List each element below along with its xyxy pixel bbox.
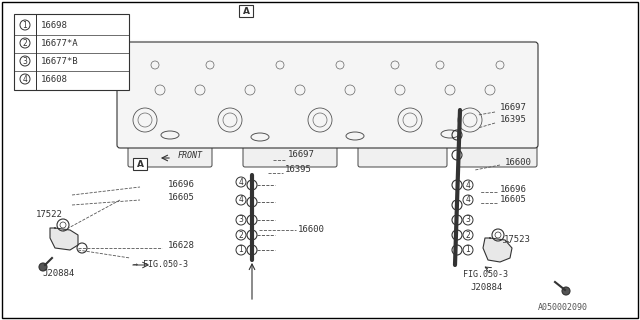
Text: 16628: 16628 [168, 241, 195, 250]
Text: 16677*A: 16677*A [41, 38, 79, 47]
FancyBboxPatch shape [243, 135, 337, 167]
Text: 16395: 16395 [500, 115, 527, 124]
Text: A: A [136, 159, 143, 169]
Text: 1: 1 [22, 20, 28, 29]
Text: 16697: 16697 [288, 150, 315, 159]
Text: 2: 2 [22, 38, 28, 47]
Text: 4: 4 [465, 196, 470, 204]
FancyBboxPatch shape [128, 135, 212, 167]
Bar [14, 14, 129, 90]
FancyBboxPatch shape [117, 42, 538, 148]
Text: 16608: 16608 [41, 75, 68, 84]
Text: 16600: 16600 [505, 158, 532, 167]
Text: 1: 1 [466, 245, 470, 254]
Text: 3: 3 [465, 215, 470, 225]
Text: FRONT: FRONT [178, 151, 203, 160]
Text: FIG.050-3: FIG.050-3 [463, 270, 508, 279]
Bar [239, 5, 253, 17]
Text: 16697: 16697 [500, 103, 527, 112]
Text: 16698: 16698 [41, 20, 68, 29]
Text: 2: 2 [466, 230, 470, 239]
Text: 17523: 17523 [504, 235, 531, 244]
Text: A: A [243, 6, 250, 15]
Bar [133, 158, 147, 170]
Text: 4: 4 [239, 196, 243, 204]
Text: 16605: 16605 [168, 193, 195, 202]
Circle shape [39, 263, 47, 271]
FancyBboxPatch shape [358, 135, 447, 167]
Text: 4: 4 [22, 75, 28, 84]
Text: 16605: 16605 [500, 195, 527, 204]
Text: 17522: 17522 [36, 210, 63, 219]
Text: 1: 1 [239, 245, 243, 254]
Text: 16696: 16696 [168, 180, 195, 189]
Text: 16600: 16600 [298, 225, 325, 234]
Text: 16696: 16696 [500, 185, 527, 194]
Text: 16395: 16395 [285, 165, 312, 174]
Text: 3: 3 [239, 215, 243, 225]
Text: 4: 4 [465, 180, 470, 189]
Polygon shape [483, 238, 512, 262]
Text: J20884: J20884 [470, 283, 502, 292]
Text: 2: 2 [239, 230, 243, 239]
Text: → FIG.050-3: → FIG.050-3 [133, 260, 188, 269]
Text: 3: 3 [22, 57, 28, 66]
FancyBboxPatch shape [458, 135, 537, 167]
Text: J20884: J20884 [42, 269, 74, 278]
Text: 16677*B: 16677*B [41, 57, 79, 66]
Polygon shape [50, 228, 78, 250]
Circle shape [562, 287, 570, 295]
Text: A050002090: A050002090 [538, 303, 588, 312]
Text: 4: 4 [239, 178, 243, 187]
